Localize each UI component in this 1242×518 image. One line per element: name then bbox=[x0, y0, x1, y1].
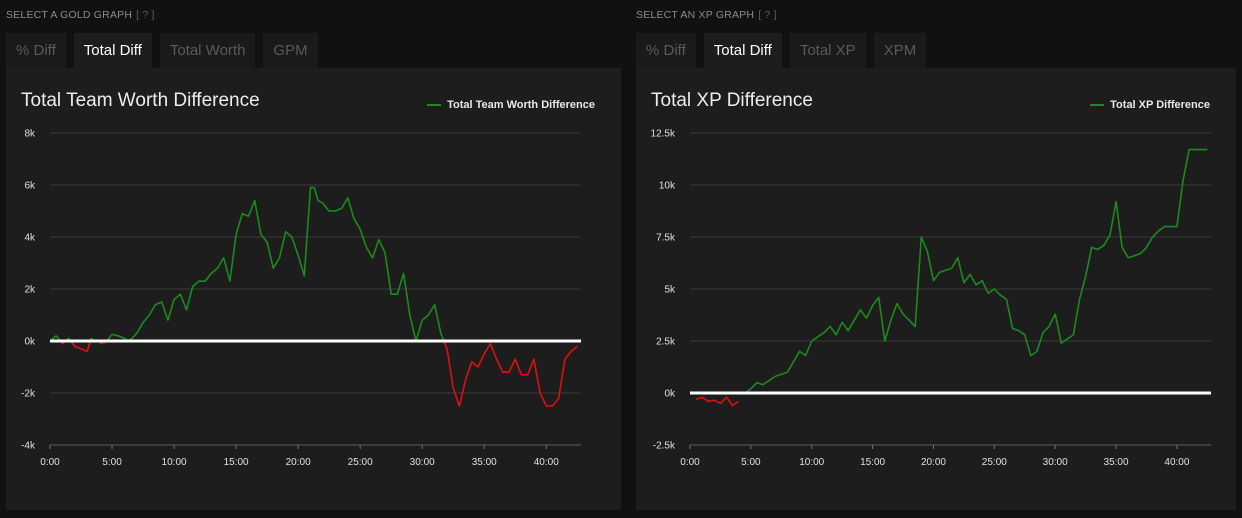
y-tick-label: 2k bbox=[24, 285, 36, 296]
legend-label: Total Team Worth Difference bbox=[447, 99, 595, 111]
legend-label: Total XP Difference bbox=[1110, 99, 1210, 111]
y-tick-label: 2.5k bbox=[656, 337, 676, 348]
tab-percent-diff[interactable]: % Diff bbox=[6, 33, 66, 68]
gold-graph-tabs: % Diff Total Diff Total Worth GPM bbox=[6, 33, 326, 68]
tab-total-worth[interactable]: Total Worth bbox=[159, 33, 256, 68]
tab-total-xp[interactable]: Total XP bbox=[789, 33, 866, 68]
xp-chart-box: Total XP Difference Total XP Difference … bbox=[636, 68, 1236, 510]
legend-swatch bbox=[1090, 104, 1105, 106]
x-tick-label: 30:00 bbox=[410, 457, 435, 468]
series-line-positive bbox=[49, 335, 61, 342]
tab-total-diff[interactable]: Total Diff bbox=[73, 33, 152, 68]
tab-gpm[interactable]: GPM bbox=[263, 33, 318, 68]
x-tick-label: 40:00 bbox=[534, 457, 559, 468]
help-icon[interactable]: [ ? ] bbox=[758, 9, 777, 21]
legend-swatch bbox=[427, 104, 442, 106]
series-line-negative bbox=[443, 340, 578, 407]
tab-percent-diff[interactable]: % Diff bbox=[636, 33, 696, 68]
chart-legend[interactable]: Total XP Difference bbox=[1090, 99, 1210, 111]
y-tick-label: 4k bbox=[24, 233, 36, 244]
series-line-positive bbox=[106, 186, 445, 342]
x-tick-label: 10:00 bbox=[162, 457, 187, 468]
xp-section-title: SELECT AN XP GRAPH bbox=[636, 9, 755, 21]
x-tick-label: 5:00 bbox=[741, 457, 761, 468]
x-tick-label: 35:00 bbox=[472, 457, 497, 468]
x-tick-label: 15:00 bbox=[860, 457, 885, 468]
x-tick-label: 0:00 bbox=[40, 457, 60, 468]
xp-graph-panel: SELECT AN XP GRAPH[ ? ] % Diff Total Dif… bbox=[636, 0, 1236, 518]
y-tick-label: -2.5k bbox=[653, 441, 676, 452]
series-line-positive bbox=[744, 148, 1208, 394]
x-tick-label: 0:00 bbox=[680, 457, 700, 468]
gold-section-label: SELECT A GOLD GRAPH[ ? ] bbox=[6, 9, 155, 21]
x-tick-label: 25:00 bbox=[982, 457, 1007, 468]
y-tick-label: 12.5k bbox=[651, 129, 676, 140]
x-tick-label: 20:00 bbox=[921, 457, 946, 468]
x-tick-label: 40:00 bbox=[1164, 457, 1189, 468]
gold-chart-svg: 8k 6k 4k 2k 0k -2k -4k 0:00 5:00 10:00 15:00 20:00 2… bbox=[21, 129, 581, 468]
y-tick-label: 0k bbox=[24, 337, 36, 348]
help-icon[interactable]: [ ? ] bbox=[136, 9, 155, 21]
x-tick-label: 30:00 bbox=[1043, 457, 1068, 468]
tab-total-diff[interactable]: Total Diff bbox=[703, 33, 782, 68]
chart-legend[interactable]: Total Team Worth Difference bbox=[427, 99, 595, 111]
chart-title: Total Team Worth Difference bbox=[21, 90, 260, 111]
y-tick-label: 5k bbox=[664, 285, 676, 296]
gold-chart-box: Total Team Worth Difference Total Team W… bbox=[6, 68, 621, 510]
xp-chart-svg: 12.5k 10k 7.5k 5k 2.5k 0k -2.5k 0:00 5:00 10:00 15… bbox=[651, 129, 1211, 468]
gold-section-title: SELECT A GOLD GRAPH bbox=[6, 9, 133, 21]
x-tick-label: 15:00 bbox=[224, 457, 249, 468]
x-tick-label: 25:00 bbox=[348, 457, 373, 468]
chart-title: Total XP Difference bbox=[651, 90, 813, 111]
x-tick-label: 20:00 bbox=[286, 457, 311, 468]
tab-xpm[interactable]: XPM bbox=[873, 33, 927, 68]
gold-graph-panel: SELECT A GOLD GRAPH[ ? ] % Diff Total Di… bbox=[6, 0, 621, 518]
series-line-negative bbox=[70, 340, 91, 353]
x-tick-label: 35:00 bbox=[1104, 457, 1129, 468]
series-line-negative bbox=[695, 396, 740, 407]
y-tick-label: 10k bbox=[659, 181, 676, 192]
y-tick-label: -2k bbox=[21, 389, 36, 400]
xp-graph-tabs: % Diff Total Diff Total XP XPM bbox=[636, 33, 934, 68]
y-tick-label: 6k bbox=[24, 181, 36, 192]
y-tick-label: 8k bbox=[24, 129, 36, 140]
x-tick-label: 10:00 bbox=[799, 457, 824, 468]
xp-section-label: SELECT AN XP GRAPH[ ? ] bbox=[636, 9, 777, 21]
y-tick-label: 7.5k bbox=[656, 233, 676, 244]
y-tick-label: -4k bbox=[21, 441, 36, 452]
y-tick-label: 0k bbox=[664, 389, 676, 400]
x-tick-label: 5:00 bbox=[102, 457, 122, 468]
